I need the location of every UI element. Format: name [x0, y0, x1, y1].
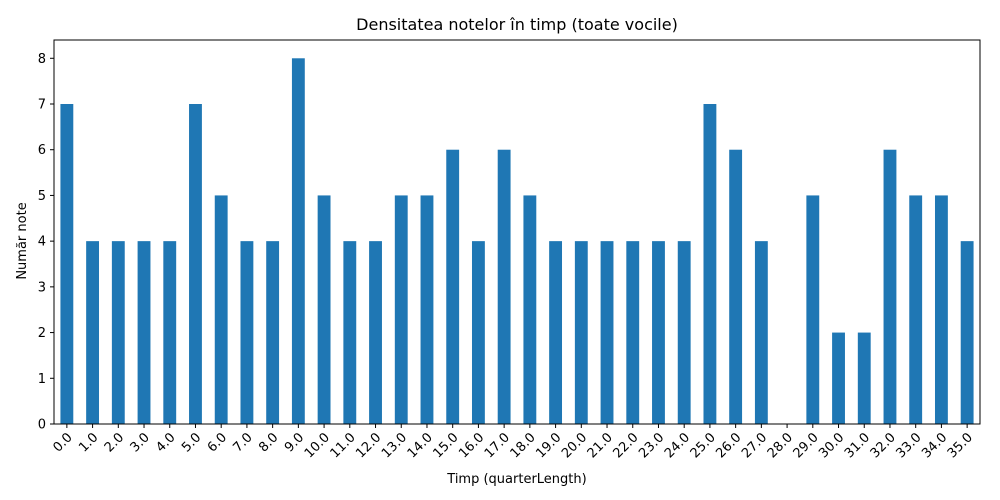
x-tick-label: 31.0: [842, 430, 873, 461]
chart-title: Densitatea notelor în timp (toate vocile…: [356, 15, 678, 34]
x-tick-label: 18.0: [508, 430, 539, 461]
y-tick-label: 0: [38, 418, 46, 433]
bar-2.0: [111, 241, 125, 424]
x-tick-label: 8.0: [256, 430, 281, 455]
bar-16.0: [471, 241, 485, 424]
y-tick-label: 5: [38, 189, 46, 204]
y-tick-label: 8: [38, 52, 46, 67]
bar-33.0: [909, 195, 923, 424]
bar-32.0: [883, 149, 897, 424]
y-axis-label: Număr note: [15, 202, 30, 279]
bar-30.0: [832, 332, 845, 424]
x-tick-label: 14.0: [405, 430, 436, 461]
x-tick-label: 27.0: [739, 430, 770, 461]
bar-35.0: [960, 241, 974, 424]
x-tick-label: 32.0: [868, 430, 899, 461]
x-tick-label: 34.0: [919, 430, 950, 461]
x-tick-label: 6.0: [205, 430, 230, 455]
y-axis: 0 1 2 3 4 5 6 7 8: [38, 52, 54, 433]
bar-19.0: [549, 241, 563, 424]
x-tick-label: 2.0: [102, 430, 127, 455]
bar-27.0: [754, 241, 768, 424]
y-tick-label: 3: [38, 280, 46, 295]
bar-25.0: [703, 104, 717, 424]
x-tick-label: 23.0: [636, 430, 667, 461]
bar-6.0: [214, 195, 228, 424]
bar-29.0: [806, 195, 820, 424]
y-tick-label: 2: [38, 326, 46, 341]
x-tick-label: 16.0: [456, 430, 487, 461]
y-tick-label: 7: [38, 98, 46, 113]
x-tick-label: 20.0: [559, 430, 590, 461]
x-tick-label: 15.0: [430, 430, 461, 461]
bars-group: [60, 58, 974, 425]
x-tick-label: 25.0: [688, 430, 719, 461]
plot-frame: [53, 39, 981, 425]
bar-17.0: [497, 149, 511, 424]
bar-12.0: [369, 241, 382, 424]
x-tick-label: 17.0: [482, 430, 513, 461]
bar-1.0: [86, 241, 100, 424]
bar-5.0: [189, 104, 202, 424]
x-tick-label: 26.0: [713, 430, 744, 461]
bar-21.0: [600, 241, 614, 424]
bar-22.0: [626, 241, 640, 424]
x-tick-label: 0.0: [50, 430, 75, 455]
x-tick-label: 33.0: [893, 430, 924, 461]
bar-23.0: [652, 241, 665, 424]
bar-34.0: [934, 195, 948, 424]
x-tick-label: 24.0: [662, 430, 693, 461]
bar-10.0: [317, 195, 331, 424]
x-tick-label: 30.0: [816, 430, 847, 461]
bar-18.0: [523, 195, 537, 424]
bar-20.0: [574, 241, 588, 424]
x-tick-label: 10.0: [302, 430, 333, 461]
bar-26.0: [729, 149, 743, 424]
x-tick-label: 12.0: [353, 430, 384, 461]
y-tick-label: 4: [38, 235, 46, 250]
x-axis-label: Timp (quarterLength): [446, 472, 586, 487]
x-tick-label: 13.0: [379, 430, 410, 461]
x-tick-label: 22.0: [610, 430, 641, 461]
bar-31.0: [857, 332, 871, 424]
bar-0.0: [60, 104, 74, 424]
x-tick-label: 5.0: [179, 430, 204, 455]
x-tick-label: 19.0: [533, 430, 564, 461]
x-tick-label: 3.0: [128, 430, 153, 455]
y-tick-label: 6: [38, 143, 46, 158]
x-tick-label: 7.0: [231, 430, 256, 455]
x-tick-label: 1.0: [76, 430, 101, 455]
x-axis: 0.0 1.0 2.0 3.0 4.0 5.0 6.0 7.0 8.0 9.010.011.012…: [50, 424, 976, 461]
x-tick-label: 29.0: [791, 430, 822, 461]
bar-14.0: [420, 195, 434, 424]
x-tick-label: 21.0: [585, 430, 616, 461]
y-tick-label: 1: [38, 372, 46, 387]
bar-11.0: [343, 241, 357, 424]
x-tick-label: 4.0: [153, 430, 178, 455]
bar-4.0: [163, 241, 177, 424]
bar-15.0: [446, 149, 460, 424]
x-tick-label: 11.0: [328, 430, 359, 461]
x-tick-label: 28.0: [765, 430, 796, 461]
bar-8.0: [266, 241, 280, 424]
x-tick-label: 35.0: [945, 430, 976, 461]
bar-13.0: [394, 195, 408, 424]
bar-24.0: [677, 241, 691, 424]
bar-9.0: [291, 58, 305, 425]
bar-7.0: [240, 241, 254, 424]
bar-3.0: [137, 241, 151, 424]
